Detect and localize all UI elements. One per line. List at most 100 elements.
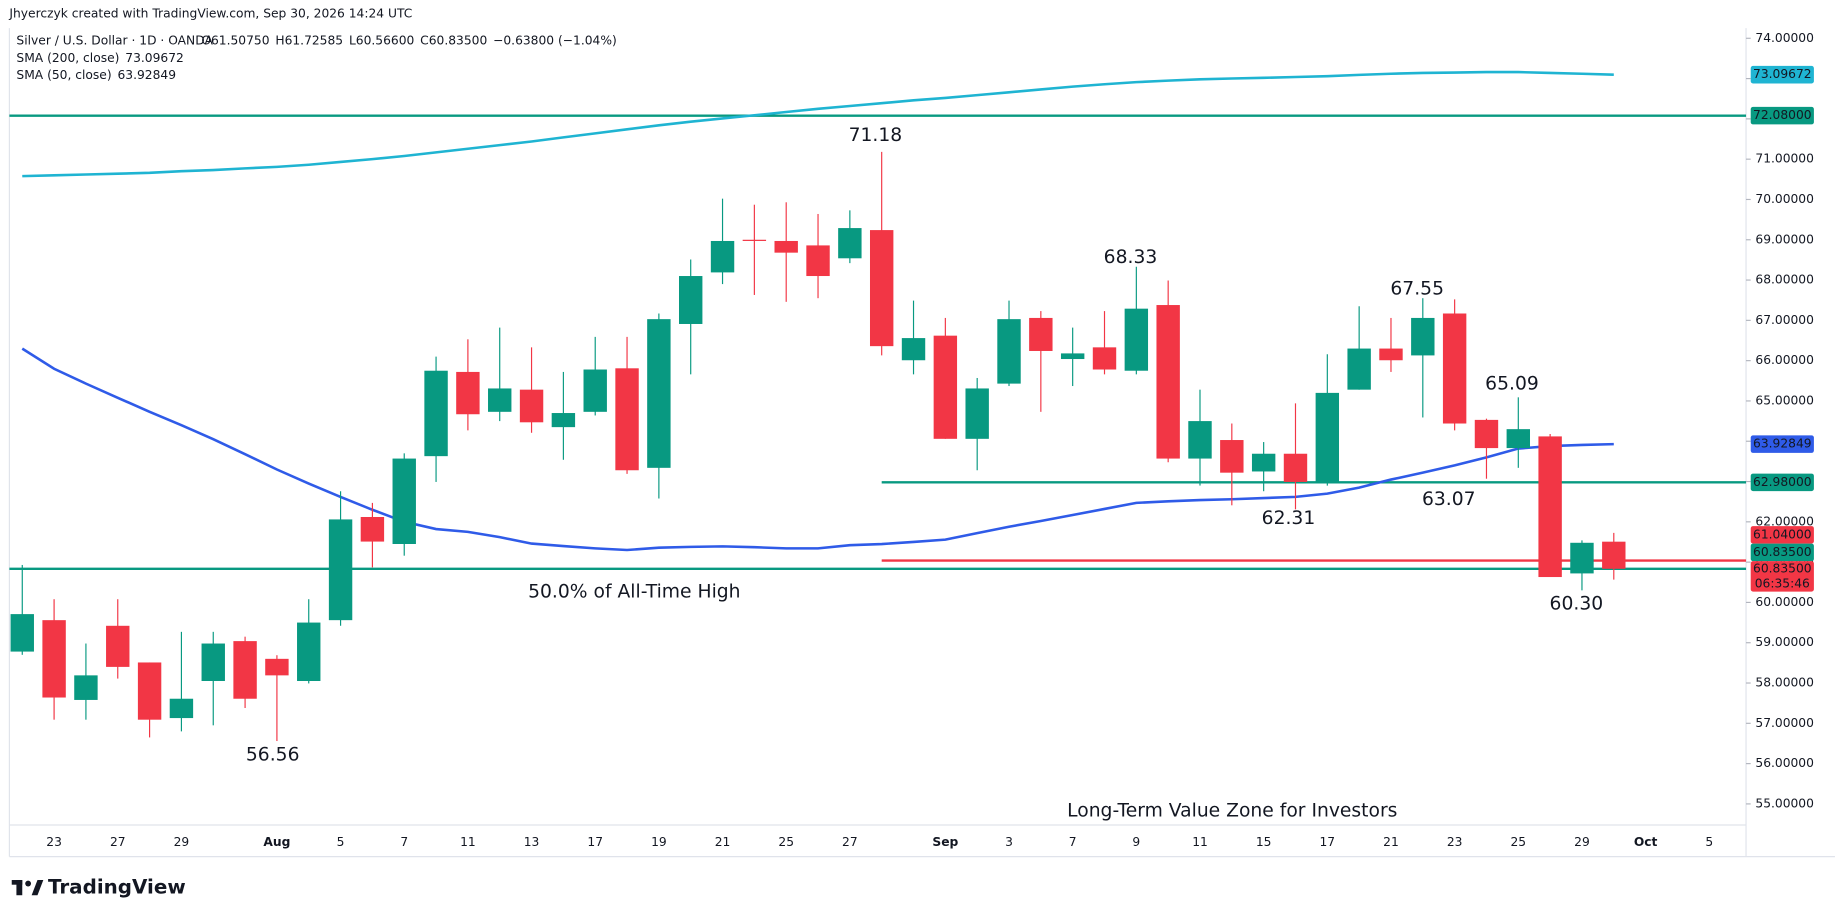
x-tick-label: 29 <box>1574 835 1590 849</box>
x-tick-label: 11 <box>460 835 476 849</box>
x-tick-label: 5 <box>1705 835 1713 849</box>
x-tick-label: 17 <box>587 835 603 849</box>
candle-body <box>488 388 512 412</box>
candle-body <box>1538 436 1562 578</box>
annotation: Long-Term Value Zone for Investors <box>1067 800 1397 821</box>
y-tick-label: 62.00000 <box>1755 514 1814 528</box>
x-tick-label: 13 <box>524 835 540 849</box>
legend-value: 73.09672 <box>125 51 184 65</box>
y-tick-label: 60.00000 <box>1755 595 1814 609</box>
level-badge: 72.08000 <box>1753 108 1812 122</box>
candle-body <box>74 675 98 700</box>
candle-body <box>1092 347 1117 370</box>
y-tick-label: 69.00000 <box>1755 232 1814 246</box>
y-tick-label: 66.00000 <box>1755 353 1814 367</box>
candle-body <box>1060 353 1085 360</box>
sma200-badge-bg <box>1750 65 1814 84</box>
ohlc-value: H61.72585 <box>275 33 343 47</box>
candle-body <box>1570 542 1594 574</box>
candle-body <box>838 228 862 259</box>
last-price-label: 60.83500 <box>1753 561 1812 575</box>
legend-value: 63.92849 <box>118 68 177 82</box>
candle-body <box>1029 317 1053 351</box>
candle-body <box>965 388 989 439</box>
level-badge: 62.98000 <box>1753 475 1812 489</box>
sma200-badge: 73.09672 <box>1753 67 1812 81</box>
candle-body <box>1442 313 1467 424</box>
x-tick-label: 27 <box>110 835 126 849</box>
level-badge-bg <box>1750 526 1814 544</box>
candle-body <box>297 622 321 682</box>
ohlc-value: L60.56600 <box>349 33 414 47</box>
annotation: 68.33 <box>1104 247 1158 268</box>
candle-body <box>424 370 448 457</box>
ohlc-value: C60.83500 <box>420 33 487 47</box>
candle-body <box>1220 440 1244 473</box>
annotation: 63.07 <box>1422 489 1476 510</box>
logo-icon <box>25 880 32 887</box>
legend-title: Silver / U.S. Dollar · 1D · OANDA <box>16 33 213 47</box>
y-tick-label: 56.00000 <box>1755 756 1814 770</box>
candle-body <box>742 239 767 241</box>
candle-body <box>1379 348 1403 361</box>
y-tick-label: 67.00000 <box>1755 313 1814 327</box>
x-tick-label: 25 <box>778 835 794 849</box>
candle-body <box>1156 305 1180 459</box>
candle-body <box>647 319 671 468</box>
annotation: 65.09 <box>1485 373 1539 394</box>
candle-body <box>106 625 130 667</box>
annotation: 71.18 <box>849 125 903 146</box>
candle-body <box>42 620 66 698</box>
x-tick-label: Oct <box>1634 835 1658 849</box>
candle-body <box>1251 453 1276 472</box>
x-tick-label: Aug <box>263 835 290 849</box>
x-tick-label: 27 <box>842 835 858 849</box>
y-tick-label: 74.00000 <box>1755 31 1814 45</box>
logo-text: TradingView <box>48 876 186 899</box>
ohlc-value: −0.63800 (−1.04%) <box>493 33 617 47</box>
x-tick-label: 5 <box>337 835 345 849</box>
annotation: 56.56 <box>246 744 300 765</box>
x-tick-label: 7 <box>1069 835 1077 849</box>
annotation: 62.31 <box>1262 508 1316 529</box>
level-badge-bg <box>1750 543 1814 562</box>
candle-body <box>360 516 385 542</box>
y-tick-label: 68.00000 <box>1755 273 1814 287</box>
candle-body <box>1315 392 1340 484</box>
level-badge: 60.83500 <box>1753 545 1812 559</box>
candle-body <box>1411 317 1435 356</box>
x-tick-label: 29 <box>174 835 190 849</box>
sma-line <box>22 70 1614 178</box>
candle-body <box>265 658 289 676</box>
y-tick-label: 71.00000 <box>1755 152 1814 166</box>
last-price-bg <box>1750 561 1814 592</box>
candle-body <box>1347 348 1371 390</box>
candle-body <box>1602 541 1626 569</box>
candle-body <box>1474 419 1499 449</box>
attribution: Jhyerczyk created with TradingView.com, … <box>8 7 412 21</box>
y-tick-label: 58.00000 <box>1755 676 1814 690</box>
candle-body <box>519 389 544 423</box>
level-badge-bg <box>1750 106 1814 125</box>
candle-body <box>901 338 926 361</box>
candle-body <box>1506 429 1531 449</box>
level-badge: 61.04000 <box>1753 527 1812 541</box>
sma50-badge-bg <box>1750 435 1814 453</box>
candle-body <box>169 698 194 719</box>
x-tick-label: 25 <box>1510 835 1526 849</box>
candle-body <box>997 319 1021 384</box>
candle-body <box>551 413 576 428</box>
x-tick-label: 17 <box>1320 835 1336 849</box>
candle-body <box>774 240 798 253</box>
candle-body <box>10 614 34 652</box>
sma50-badge: 63.92849 <box>1753 437 1812 451</box>
x-tick-label: 9 <box>1132 835 1140 849</box>
ohlc-value: O61.50750 <box>201 33 269 47</box>
x-tick-label: 11 <box>1192 835 1208 849</box>
y-tick-label: 55.00000 <box>1755 796 1814 810</box>
legend-name: SMA (50, close) <box>16 68 111 82</box>
candle-body <box>869 230 894 347</box>
annotation: 67.55 <box>1390 279 1444 300</box>
